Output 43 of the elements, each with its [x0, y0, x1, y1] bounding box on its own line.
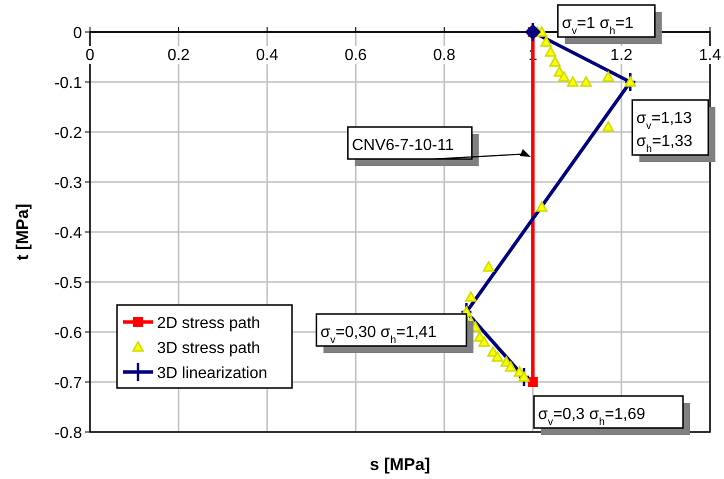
point: [624, 76, 636, 87]
point: [536, 201, 548, 212]
annotation: σ$_{v}$=0,3 σ$_{h}$=1,69: [538, 406, 646, 428]
annotation: σ$_{v}$=1 σ$_{h}$=1: [562, 15, 634, 36]
x-tick-label: 0.2: [167, 47, 190, 64]
y-tick-label: -0.6: [54, 325, 82, 342]
y-axis-title: t [MPa]: [13, 204, 32, 260]
point: [482, 261, 494, 272]
point: [528, 377, 538, 387]
point: [518, 371, 530, 382]
y-tick-label: -0.8: [54, 425, 82, 442]
point: [558, 71, 570, 82]
y-tick-label: -0.5: [54, 275, 82, 292]
annotation: σ$_{v}$=1,13 σ$_{h}$=1,33: [636, 110, 693, 154]
y-tick-label: -0.3: [54, 175, 82, 192]
y-tick-label: -0.4: [54, 225, 82, 242]
x-axis-title: s [MPa]: [370, 455, 430, 474]
x-tick-label: 1.4: [698, 47, 722, 64]
annotation: CNV6-7-10-11: [352, 137, 454, 154]
point: [549, 56, 561, 67]
point: [540, 36, 552, 47]
point: [492, 351, 504, 362]
x-tick-label: 0.4: [256, 47, 278, 64]
point: [544, 46, 556, 57]
y-tick-label: -0.2: [54, 125, 82, 142]
x-tick-label: 0.8: [433, 47, 456, 64]
point: [602, 71, 614, 82]
x-tick-label: 0.6: [344, 47, 367, 64]
point: [566, 76, 578, 87]
point: [504, 361, 516, 372]
legend-label: 3D linearization: [157, 365, 268, 382]
y-tick-label: -0.1: [54, 75, 82, 92]
legend-label: 2D stress path: [157, 315, 260, 332]
y-tick-label: -0.7: [54, 375, 82, 392]
x-tick-label: 1.2: [610, 47, 633, 64]
x-tick-label: 0: [86, 47, 95, 64]
point: [580, 76, 592, 87]
annotation: σ$_{v}$=0,30 σ$_{h}$=1,41: [320, 324, 437, 346]
legend-label: 3D stress path: [157, 340, 260, 357]
y-tick-label: 0: [73, 25, 82, 42]
point: [478, 336, 490, 347]
point: [465, 291, 477, 302]
point: [602, 121, 614, 132]
